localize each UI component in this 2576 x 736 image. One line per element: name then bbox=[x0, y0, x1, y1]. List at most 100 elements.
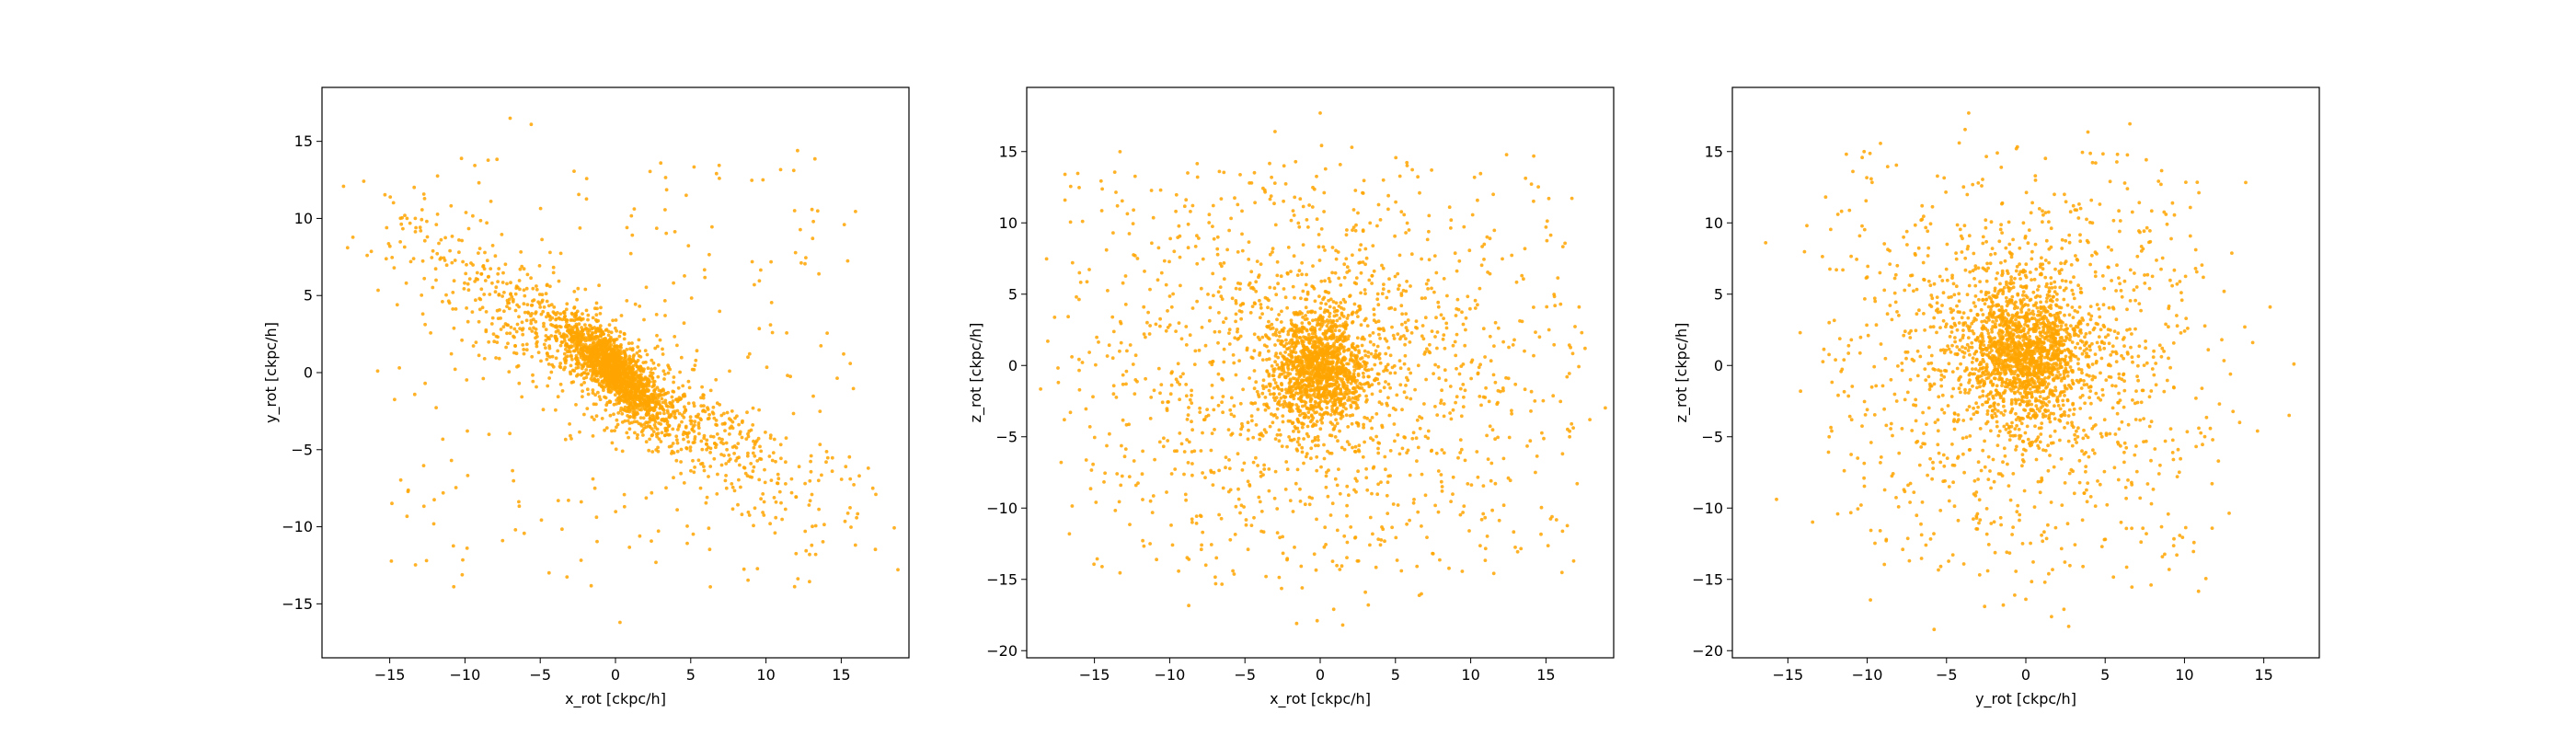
scatter-point bbox=[461, 558, 465, 562]
scatter-point bbox=[1423, 434, 1428, 439]
scatter-point bbox=[569, 329, 573, 333]
scatter-point bbox=[1409, 397, 1413, 401]
scatter-point bbox=[676, 428, 680, 431]
scatter-point bbox=[505, 305, 509, 308]
scatter-point bbox=[581, 389, 584, 393]
scatter-point bbox=[1493, 320, 1498, 325]
scatter-point bbox=[1275, 432, 1280, 437]
scatter-point bbox=[1145, 320, 1149, 325]
scatter-point bbox=[612, 340, 616, 345]
scatter-point bbox=[1272, 496, 1277, 500]
scatter-point bbox=[511, 468, 514, 473]
scatter-point bbox=[1120, 443, 1123, 448]
scatter-point bbox=[1370, 392, 1374, 397]
scatter-point bbox=[1179, 337, 1184, 341]
scatter-point bbox=[1376, 446, 1380, 451]
scatter-point bbox=[722, 411, 726, 416]
scatter-point bbox=[1463, 458, 1467, 463]
scatter-point bbox=[531, 299, 535, 303]
scatter-point bbox=[1353, 189, 1358, 192]
scatter-point bbox=[715, 401, 719, 406]
scatter-point bbox=[1395, 393, 1399, 397]
scatter-point bbox=[808, 478, 812, 483]
scatter-point bbox=[517, 381, 522, 385]
scatter-point bbox=[1345, 513, 1349, 518]
scatter-point bbox=[1443, 346, 1447, 351]
scatter-point bbox=[1201, 471, 1204, 475]
scatter-point bbox=[627, 405, 631, 409]
scatter-point bbox=[688, 445, 693, 450]
scatter-point bbox=[583, 287, 588, 292]
scatter-point bbox=[622, 504, 627, 509]
scatter-point bbox=[1424, 282, 1429, 286]
scatter-point bbox=[600, 362, 604, 367]
scatter-point bbox=[619, 343, 623, 347]
scatter-point bbox=[1313, 299, 1317, 304]
scatter-point bbox=[1445, 293, 1449, 298]
scatter-point bbox=[1190, 428, 1194, 432]
scatter-point bbox=[1184, 394, 1189, 398]
scatter-point bbox=[803, 261, 807, 266]
scatter-point bbox=[449, 351, 454, 356]
scatter-point bbox=[722, 421, 727, 426]
scatter-point bbox=[454, 307, 458, 311]
scatter-point bbox=[629, 366, 634, 371]
scatter-point bbox=[1306, 410, 1311, 415]
scatter-point bbox=[1362, 374, 1366, 379]
scatter-point bbox=[1334, 248, 1338, 253]
scatter-point bbox=[1273, 223, 1278, 227]
scatter-point bbox=[705, 443, 708, 446]
scatter-point bbox=[664, 486, 668, 490]
scatter-point bbox=[1483, 515, 1488, 520]
scatter-point bbox=[1339, 301, 1343, 305]
scatter-point bbox=[668, 432, 672, 437]
scatter-point bbox=[575, 345, 580, 349]
scatter-point bbox=[1370, 416, 1374, 420]
scatter-point bbox=[611, 374, 615, 378]
scatter-point bbox=[1207, 221, 1212, 224]
scatter-point bbox=[531, 379, 535, 384]
scatter-point bbox=[1317, 259, 1322, 262]
scatter-point bbox=[418, 225, 422, 230]
scatter-point bbox=[633, 302, 638, 306]
scatter-point bbox=[1167, 323, 1172, 328]
scatter-point bbox=[742, 567, 746, 571]
scatter-point bbox=[1545, 219, 1549, 224]
scatter-point bbox=[804, 256, 808, 259]
scatter-point bbox=[1141, 538, 1144, 543]
scatter-point bbox=[1125, 349, 1129, 353]
scatter-point bbox=[1273, 381, 1278, 385]
scatter-point bbox=[1397, 287, 1400, 292]
scatter-point bbox=[548, 317, 552, 322]
scatter-point bbox=[654, 226, 659, 231]
scatter-point bbox=[1282, 344, 1287, 349]
scatter-point bbox=[1210, 431, 1214, 435]
scatter-point bbox=[534, 319, 538, 324]
scatter-point bbox=[646, 424, 650, 428]
scatter-point bbox=[1483, 355, 1487, 359]
scatter-point bbox=[1203, 476, 1207, 479]
scatter-point bbox=[730, 485, 735, 489]
scatter-point bbox=[1332, 344, 1337, 349]
scatter-point bbox=[1396, 332, 1400, 336]
scatter-point bbox=[1565, 523, 1570, 528]
scatter-point bbox=[414, 225, 418, 230]
scatter-point bbox=[408, 221, 412, 225]
scatter-point bbox=[579, 339, 583, 344]
scatter-point bbox=[420, 312, 425, 316]
scatter-point bbox=[1295, 440, 1300, 444]
scatter-point bbox=[1280, 361, 1284, 364]
scatter-point bbox=[759, 497, 763, 501]
scatter-point bbox=[1305, 431, 1309, 436]
scatter-point bbox=[1186, 461, 1190, 465]
scatter-point bbox=[579, 353, 583, 358]
scatter-point bbox=[1202, 418, 1207, 421]
scatter-point bbox=[1374, 565, 1378, 569]
scatter-point bbox=[1353, 228, 1358, 233]
scatter-point bbox=[567, 323, 571, 328]
scatter-point bbox=[1383, 539, 1386, 544]
scatter-point bbox=[1313, 310, 1317, 315]
scatter-point bbox=[1486, 457, 1490, 461]
scatter-point bbox=[693, 423, 696, 427]
scatter-point bbox=[856, 512, 860, 516]
